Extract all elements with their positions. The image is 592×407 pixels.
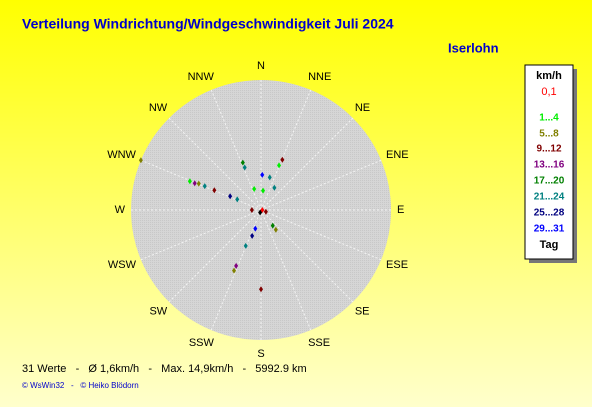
legend-entry: 17...20 — [534, 176, 565, 187]
legend-entry: 25...28 — [534, 208, 565, 219]
wind-point — [259, 286, 263, 293]
spoke — [260, 117, 354, 211]
spoke — [140, 159, 262, 211]
wind-point — [261, 187, 266, 194]
wind-point — [280, 156, 285, 163]
legend-entry: 0,1 — [541, 86, 556, 98]
legend-entry: 1...4 — [539, 113, 559, 124]
spoke — [260, 159, 382, 211]
direction-label: ESE — [386, 259, 408, 271]
wind-point — [250, 232, 255, 239]
spoke — [260, 209, 354, 303]
direction-label: SSW — [189, 337, 215, 349]
spoke — [210, 209, 262, 331]
footer: 31 Werte - Ø 1,6km/h - Max. 14,9km/h - 5… — [22, 363, 307, 375]
spoke — [260, 209, 312, 331]
wind-point — [258, 209, 263, 216]
wind-point — [249, 207, 254, 213]
wind-point — [242, 164, 247, 171]
direction-label: N — [257, 60, 265, 72]
legend-entry: 21...24 — [534, 192, 565, 203]
direction-label: SSE — [308, 337, 330, 349]
wind-point — [243, 242, 248, 249]
wind-point — [192, 180, 197, 187]
direction-label: NW — [149, 102, 168, 114]
wind-point — [234, 262, 239, 269]
legend-entry: 13...16 — [534, 160, 565, 171]
direction-label: NNE — [308, 71, 331, 83]
direction-label: ENE — [386, 149, 409, 161]
wind-point — [228, 193, 233, 200]
location: Iserlohn — [448, 40, 499, 55]
spoke — [168, 209, 262, 303]
legend-entry: Tag — [540, 239, 559, 251]
wind-point — [202, 183, 207, 190]
legend-entry: 29...31 — [534, 224, 565, 235]
spoke — [168, 117, 262, 211]
wind-point — [235, 196, 240, 203]
wind-point — [240, 159, 245, 166]
wind-point — [212, 187, 217, 194]
wind-point — [270, 222, 275, 229]
wind-point — [273, 226, 278, 233]
legend-box — [524, 64, 574, 260]
credits: © WsWin32 - © Heiko Blödorn — [22, 381, 139, 390]
spoke — [260, 89, 312, 211]
legend-title: km/h — [536, 70, 562, 82]
wind-point — [253, 225, 258, 232]
direction-label: E — [397, 204, 404, 216]
wind-point — [267, 174, 272, 181]
wind-point — [277, 162, 282, 169]
wind-point — [260, 171, 265, 178]
direction-label: S — [257, 348, 264, 360]
direction-label: NNW — [188, 71, 215, 83]
wind-point — [138, 157, 143, 164]
direction-label: SE — [355, 306, 370, 318]
direction-label: NE — [355, 102, 370, 114]
wind-point — [196, 180, 201, 187]
direction-label: WSW — [108, 259, 137, 271]
wind-point — [232, 267, 237, 274]
spoke — [140, 209, 262, 261]
legend-entry: 9...12 — [536, 144, 561, 155]
direction-label: SW — [149, 306, 167, 318]
spoke — [260, 209, 382, 261]
chart-title: Verteilung Windrichtung/Windgeschwindigk… — [22, 16, 394, 32]
wind-point — [187, 178, 192, 185]
wind-point — [252, 185, 257, 192]
direction-label: WNW — [107, 149, 136, 161]
wind-point — [272, 184, 277, 191]
spoke — [210, 89, 262, 211]
legend-entry: 5...8 — [539, 129, 559, 140]
direction-label: W — [115, 204, 126, 216]
wind-point — [263, 208, 268, 215]
